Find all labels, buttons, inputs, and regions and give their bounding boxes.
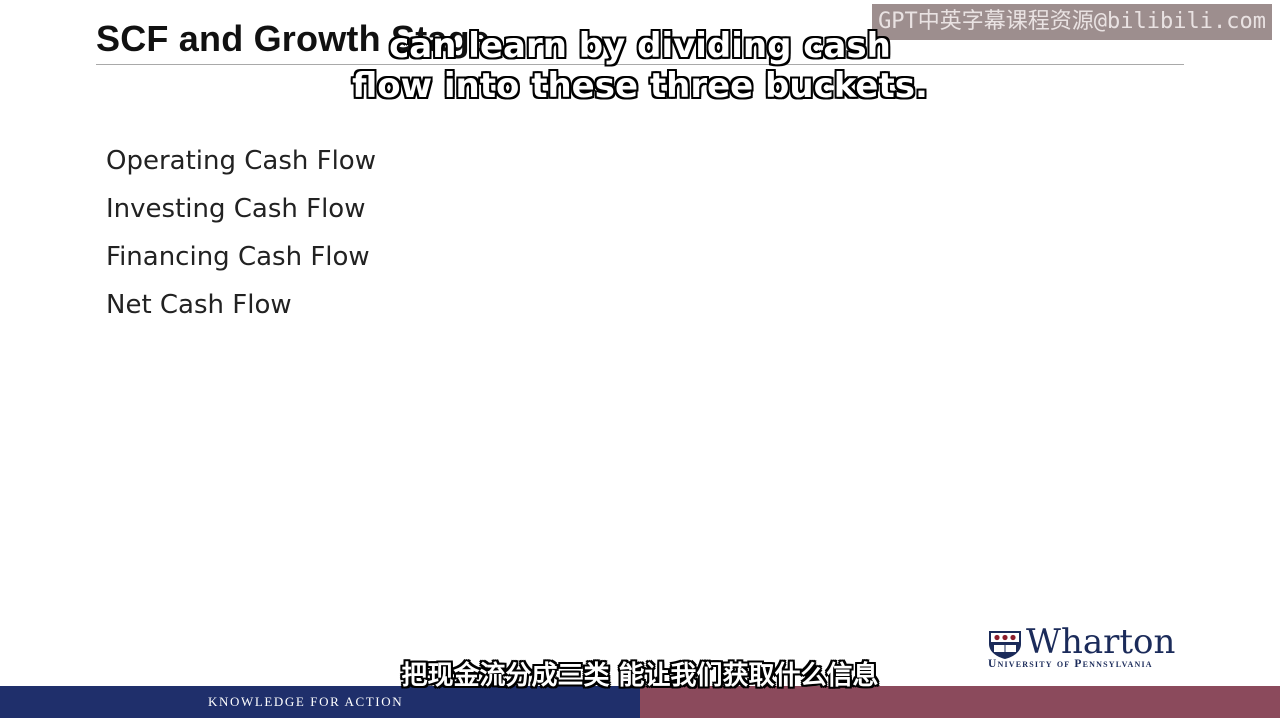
slide-title: SCF and Growth Stage	[96, 18, 491, 59]
caption-chinese: 把现金流分成三类 能让我们获取什么信息	[401, 661, 879, 691]
logo-wordmark: Wharton	[1026, 622, 1176, 662]
logo-subtext: University of Pennsylvania	[988, 658, 1153, 670]
watermark: GPT中英字幕课程资源@bilibili.com	[872, 4, 1272, 40]
footer-tagline: KNOWLEDGE FOR ACTION	[208, 694, 404, 709]
list-item: Investing Cash Flow	[106, 194, 366, 224]
footer-right-band	[640, 686, 1280, 718]
wharton-logo: Wharton University of Pennsylvania	[988, 622, 1198, 672]
list-item: Operating Cash Flow	[106, 146, 376, 176]
cash-flow-list: Operating Cash Flow Investing Cash Flow …	[106, 140, 376, 332]
title-divider	[96, 64, 1184, 65]
caption-english-line-1: can learn by dividing cash	[388, 25, 891, 67]
penn-shield-icon	[989, 631, 1021, 659]
footer-left-band	[0, 686, 640, 718]
list-item: Financing Cash Flow	[106, 242, 370, 272]
footer-bar: KNOWLEDGE FOR ACTION	[0, 686, 1280, 718]
caption-english-line-2: flow into these three buckets.	[351, 65, 928, 107]
list-item: Net Cash Flow	[106, 290, 292, 320]
